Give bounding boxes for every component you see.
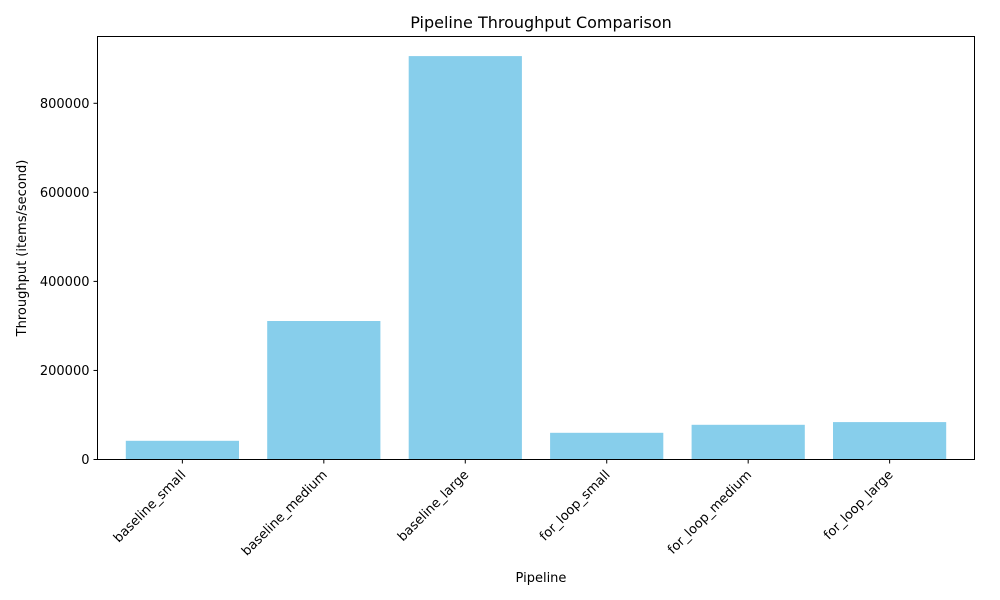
y-tick-label: 0 [81,453,89,468]
bar-for-loop-large [833,422,947,460]
bar-baseline-large [408,56,522,460]
y-tick-label: 400000 [40,275,90,290]
bar-for-loop-medium [691,424,805,460]
chart-title: Pipeline Throughput Comparison [410,13,672,32]
x-tick-label: for_loop_large [821,468,896,543]
y-axis-label: Throughput (items/second) [15,160,30,338]
y-tick-label: 200000 [40,364,90,379]
x-tick-label: baseline_small [111,468,189,546]
bar-for-loop-small [550,432,664,460]
y-tick-label: 800000 [40,97,90,112]
x-axis-label: Pipeline [516,571,567,586]
plot-frame [97,36,975,460]
x-tick-label: baseline_medium [239,468,330,559]
y-tick-label: 600000 [40,186,90,201]
bars-group [125,56,947,460]
bar-baseline-medium [267,321,381,460]
bar-baseline-small [125,440,239,460]
y-axis-ticks: 0 200000 400000 600000 800000 [40,97,98,468]
x-tick-label: baseline_large [395,468,472,545]
x-tick-label: for_loop_medium [665,468,755,558]
x-tick-label: for_loop_small [537,468,614,545]
x-axis-ticks: baseline_small baseline_medium baseline_la… [111,459,896,559]
